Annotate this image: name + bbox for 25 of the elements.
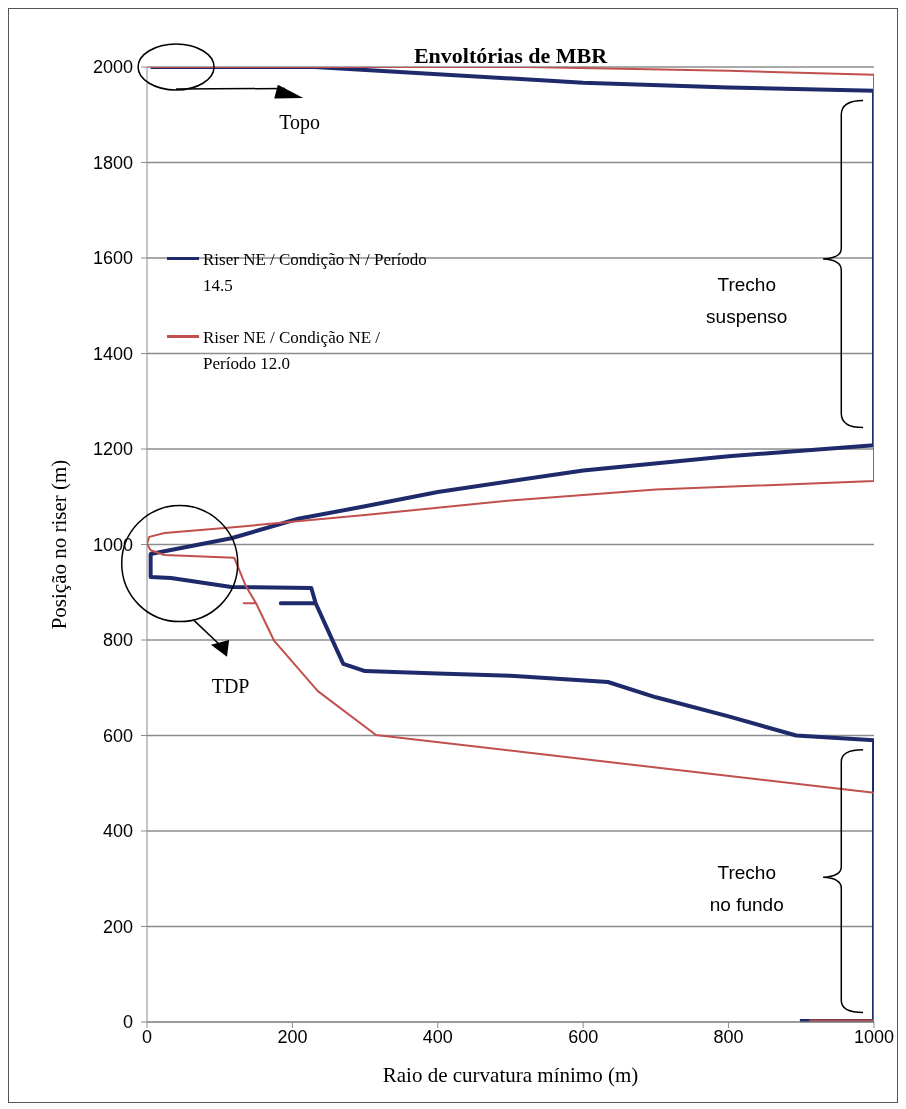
x-tick-label: 400 bbox=[422, 1026, 453, 1047]
chart-title: Envoltórias de MBR bbox=[413, 43, 609, 68]
x-tick-label: 600 bbox=[568, 1026, 599, 1047]
x-tick-label: 0 bbox=[141, 1026, 153, 1047]
x-tick-label: 200 bbox=[277, 1026, 308, 1047]
y-tick-label: 1400 bbox=[92, 343, 133, 364]
y-tick-label: 0 bbox=[122, 1012, 133, 1033]
y-tick-label: 800 bbox=[102, 630, 133, 651]
annotation: Trecho no fundo bbox=[709, 861, 784, 915]
annotation: TDP bbox=[211, 674, 250, 697]
y-tick-label: 1800 bbox=[92, 152, 133, 173]
y-tick-label: 200 bbox=[102, 916, 133, 937]
y-tick-label: 600 bbox=[102, 725, 133, 746]
y-tick-label: 400 bbox=[102, 821, 133, 842]
y-tick-label: 1200 bbox=[92, 439, 133, 460]
y-axis-title: Posição no riser (m) bbox=[47, 459, 72, 630]
annotation: Topo bbox=[279, 111, 321, 135]
x-tick-label: 1000 bbox=[853, 1026, 895, 1047]
legend-label: Riser NE / Condição NE / Período 12.0 bbox=[203, 327, 382, 375]
y-tick-label: 1600 bbox=[92, 248, 133, 269]
x-tick-label: 800 bbox=[713, 1026, 744, 1047]
annotation: Trecho suspenso bbox=[706, 274, 788, 328]
y-tick-label: 2000 bbox=[92, 57, 133, 78]
x-axis-title: Raio de curvatura mínimo (m) bbox=[382, 1063, 639, 1087]
legend-label: Riser NE / Condição N / Período 14.5 bbox=[203, 249, 428, 297]
